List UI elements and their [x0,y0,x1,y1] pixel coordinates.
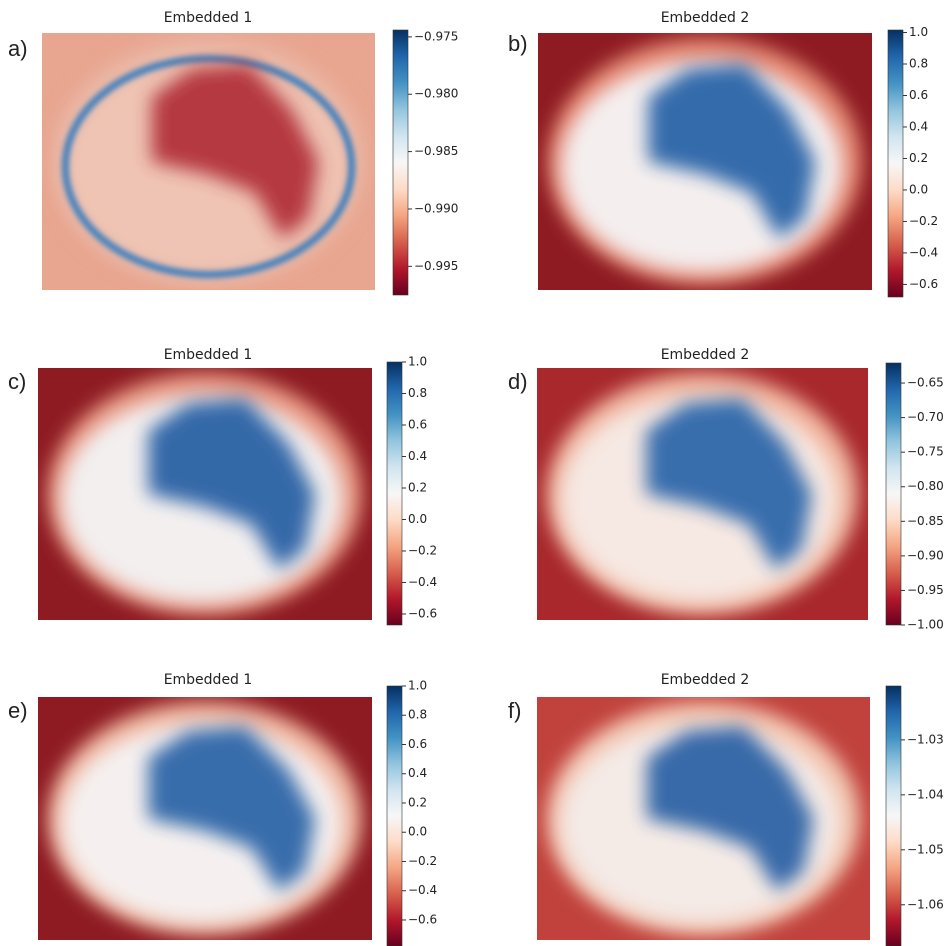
panel-title: Embedded 2 [661,672,750,688]
heatmap-core [148,398,316,570]
colorbar-tick-label: −0.4 [408,883,437,897]
panel-label: c) [8,369,26,394]
colorbar-tick-label: −0.980 [414,87,458,101]
colorbar-tick-label: 0.4 [408,766,427,780]
heatmap-core [151,63,319,239]
colorbar-tick-label: −0.990 [414,201,458,215]
colorbar [392,29,409,296]
colorbar-tick-label: 1.0 [408,355,427,369]
colorbar-tick-label: 0.2 [909,151,928,165]
colorbar-tick-label: 0.0 [408,512,427,526]
heatmap-core [646,398,812,570]
colorbar-tick-label: −0.2 [408,854,437,868]
heatmap-core [648,63,816,239]
colorbar-tick-label: −0.85 [907,514,944,528]
colorbar-tick-label: −0.2 [909,214,938,228]
panel-label: d) [508,369,528,394]
colorbar-tick-label: 0.6 [408,737,427,751]
colorbar-tick-label: 0.2 [408,480,427,494]
colorbar-tick-label: 0.2 [408,795,427,809]
panel: d) Embedded 2 −0.65 −0.70 −0.75 −0.80 −0.85 −0.… [508,347,944,632]
panel-title: Embedded 1 [164,347,253,363]
panel: a) Embedded 1 −0.975 −0.980 −0.985 −0.990 −0.9… [8,10,458,296]
colorbar-tick-label: 0.0 [909,182,928,196]
heatmap-ring [61,55,356,279]
heatmap-image [42,33,375,290]
colorbar-tick-label: −1.00 [907,618,944,632]
panel-label: b) [508,31,528,56]
colorbar-tick-label: −0.4 [408,575,437,589]
colorbar-tick-label: −1.04 [907,787,944,801]
heatmap-image [538,33,872,290]
colorbar-tick-label: −1.05 [907,842,944,856]
colorbar-tick-label: −0.70 [907,410,944,424]
colorbar-tick-label: −0.4 [909,245,938,259]
colorbar-tick-label: 0.4 [408,449,427,463]
colorbar-tick-label: −1.06 [907,897,944,911]
colorbar-tick-label: 1.0 [408,679,427,693]
colorbar-tick-label: −0.95 [907,583,944,597]
panel-title: Embedded 2 [661,10,750,26]
colorbar-tick-label: −0.985 [414,144,458,158]
panel: c) Embedded 1 1.0 0.8 0.6 0.4 0.2 0.0 −0.2 −0.4 −0… [8,347,437,626]
colorbar-tick-label: 0.6 [408,417,427,431]
panel-title: Embedded 1 [164,10,253,26]
heatmap-image [38,368,372,620]
colorbar-tick-label: 0.6 [909,88,928,102]
heatmap-image [38,697,372,940]
colorbar [885,685,902,946]
colorbar-tick-label: 1.0 [909,25,928,39]
colorbar-tick-label: −0.975 [414,29,458,43]
panel: f) Embedded 2 −1.03 −1.04 −1.05 −1.06 [508,672,944,946]
panel-label: f) [508,698,521,723]
heatmap-image [537,368,868,620]
panel-label: a) [8,36,28,61]
panel-label: e) [8,698,28,723]
colorbar-tick-label: 0.8 [408,708,427,722]
colorbar-tick-label: 0.8 [408,386,427,400]
colorbar-tick-label: −0.65 [907,376,944,390]
panel: b) Embedded 2 1.0 0.8 0.6 0.4 0.2 0.0 −0.2 −0.4 −0… [508,10,938,298]
colorbar-tick-label: −0.6 [408,606,437,620]
colorbar-tick-label: −0.995 [414,259,458,273]
colorbar-tick-label: −0.6 [909,277,938,291]
heatmap-core [646,726,814,892]
colorbar-tick-label: 0.0 [408,825,427,839]
colorbar-tick-label: −0.80 [907,479,944,493]
colorbar-tick-label: 0.8 [909,57,928,71]
colorbar [887,29,904,298]
colorbar-tick-label: −0.90 [907,548,944,562]
heatmap-image [537,697,870,940]
panel-title: Embedded 2 [661,347,750,363]
colorbar-tick-label: −1.03 [907,732,944,746]
colorbar-tick-label: −0.6 [408,912,437,926]
colorbar-tick-label: −0.75 [907,445,944,459]
colorbar [386,685,403,946]
colorbar-tick-label: 0.4 [909,119,928,133]
colorbar-tick-label: −0.2 [408,543,437,557]
panel: e) Embedded 1 1.0 0.8 0.6 0.4 0.2 0.0 −0.2 −0.4 −0… [8,672,437,946]
colorbar [885,362,902,626]
colorbar [386,361,403,626]
heatmap-core [148,726,316,892]
panel-title: Embedded 1 [164,672,253,688]
